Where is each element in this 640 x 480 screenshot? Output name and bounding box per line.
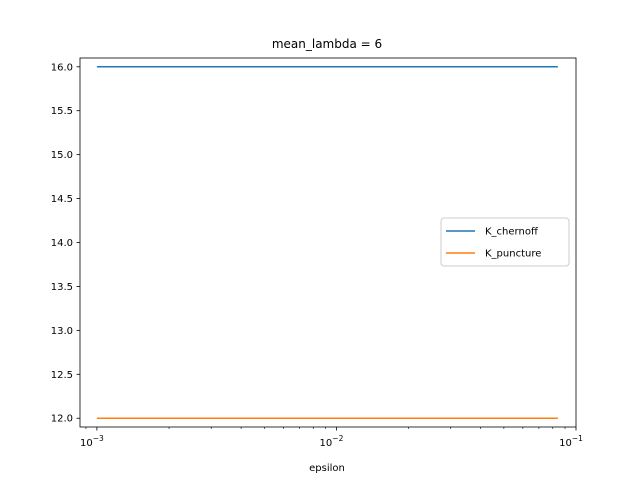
x-tick-label: 10−1	[559, 434, 583, 449]
y-tick-label: 15.0	[51, 150, 73, 161]
plot-area	[96, 66, 558, 419]
legend-entry-label: K_puncture	[485, 249, 541, 260]
y-tick-label: 13.5	[51, 282, 73, 293]
y-tick-label: 15.5	[51, 106, 73, 117]
y-tick-label: 16.0	[51, 62, 73, 73]
y-tick-label: 14.5	[51, 194, 73, 205]
chart-title: mean_lambda = 6	[272, 37, 382, 51]
y-tick-label: 12.0	[51, 414, 73, 425]
x-tick-label: 10−3	[80, 434, 104, 449]
x-axis-label: epsilon	[309, 463, 345, 474]
legend-entry-label: K_chernoff	[485, 227, 539, 238]
y-tick-label: 13.0	[51, 326, 73, 337]
y-axis: 12.0 12.5 13.0 13.5 14.0 14.5 15.0 15.5 16.0	[51, 62, 80, 425]
y-tick-label: 14.0	[51, 238, 73, 249]
legend-box	[440, 217, 570, 267]
x-tick-label: 10−2	[320, 434, 344, 449]
legend: K_chernoff K_puncture	[440, 217, 570, 267]
y-tick-label: 12.5	[51, 370, 73, 381]
x-axis: 10−3 10−2 10−1	[80, 427, 583, 449]
